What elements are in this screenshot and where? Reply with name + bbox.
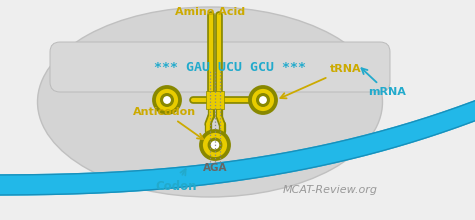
FancyBboxPatch shape [206,91,224,109]
Text: Amino Acid: Amino Acid [175,7,245,17]
Circle shape [257,95,268,105]
Text: mRNA: mRNA [361,68,406,97]
FancyBboxPatch shape [50,42,390,92]
Circle shape [162,95,172,105]
Circle shape [209,139,221,151]
Circle shape [201,131,229,159]
Text: tRNA: tRNA [280,64,361,98]
Circle shape [250,87,276,113]
Text: MCAT-Review.org: MCAT-Review.org [283,185,378,195]
Text: Anticodon: Anticodon [133,107,203,139]
Text: *** GAU UCU GCU ***: *** GAU UCU GCU *** [154,61,306,73]
Text: AGA: AGA [203,163,227,173]
Text: Codon: Codon [155,169,197,193]
Ellipse shape [38,7,382,197]
Circle shape [154,87,180,113]
